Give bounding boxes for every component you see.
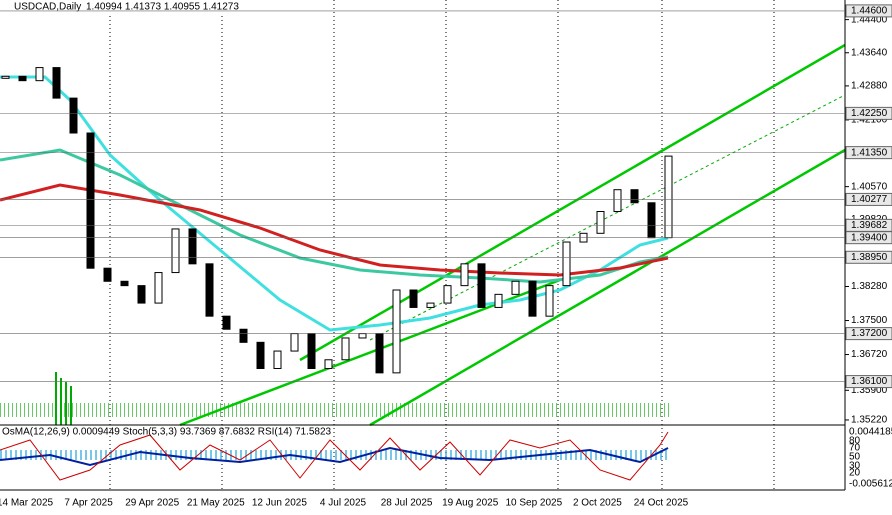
candle bbox=[222, 315, 231, 330]
level-label: 1.37200 bbox=[851, 328, 888, 339]
level-label: 1.39400 bbox=[851, 232, 888, 243]
candle bbox=[613, 189, 622, 213]
channel-lower bbox=[369, 148, 846, 427]
price-label: 1.38280 bbox=[851, 281, 888, 292]
candle bbox=[154, 272, 163, 304]
candle bbox=[511, 280, 520, 295]
candle bbox=[256, 341, 265, 369]
date-label: 21 May 2025 bbox=[187, 498, 245, 509]
header-bg bbox=[0, 0, 230, 14]
date-label: 14 Mar 2025 bbox=[0, 498, 54, 509]
level-label: 1.38950 bbox=[851, 252, 888, 263]
price-label: 1.35900 bbox=[851, 385, 888, 396]
indicator-axis-label: 50 bbox=[849, 452, 861, 463]
ma-mid bbox=[0, 148, 669, 284]
candle bbox=[324, 359, 333, 369]
candle bbox=[69, 97, 78, 134]
level-label: 1.39682 bbox=[851, 220, 888, 231]
channel-mid bbox=[369, 94, 846, 341]
volume bbox=[55, 372, 72, 425]
price-label: 1.43640 bbox=[851, 47, 888, 58]
candle bbox=[86, 132, 95, 269]
price-label: 1.37500 bbox=[851, 315, 888, 326]
candle bbox=[273, 350, 282, 369]
candle bbox=[647, 202, 656, 239]
candle bbox=[137, 285, 146, 304]
candle bbox=[460, 263, 469, 287]
candle bbox=[392, 289, 401, 374]
candle bbox=[18, 75, 27, 82]
date-label: 10 Sep 2025 bbox=[505, 498, 562, 509]
candle bbox=[52, 67, 61, 99]
candle bbox=[205, 263, 214, 317]
candle bbox=[120, 280, 129, 287]
level-box bbox=[845, 192, 892, 206]
candle bbox=[307, 333, 316, 369]
candle bbox=[188, 228, 197, 265]
candle bbox=[375, 333, 384, 374]
indicator-axis-label: -0.005612 bbox=[849, 479, 892, 490]
candle bbox=[545, 285, 554, 317]
date-label: 4 Jul 2025 bbox=[320, 498, 367, 509]
candle bbox=[290, 333, 299, 352]
date-label: 24 Oct 2025 bbox=[634, 498, 689, 509]
level-box bbox=[845, 250, 892, 264]
candle bbox=[103, 267, 112, 282]
level-box bbox=[845, 106, 892, 120]
date-label: 19 Aug 2025 bbox=[442, 498, 499, 509]
indicator-panel bbox=[0, 431, 670, 481]
candle bbox=[630, 189, 639, 204]
indicator-label: OsMA(12,26,9) 0.0009449 Stoch(5,3,3) 93.… bbox=[2, 427, 332, 438]
indicator-axis-label: 20 bbox=[849, 468, 861, 479]
level-box bbox=[845, 375, 892, 389]
candle bbox=[1, 75, 10, 79]
date-label: 29 Apr 2025 bbox=[125, 498, 179, 509]
indicator-axis-label: 30 bbox=[849, 461, 861, 472]
price-label: 1.42100 bbox=[851, 115, 888, 126]
price-label: 1.44400 bbox=[851, 14, 888, 25]
date-label: 12 Jun 2025 bbox=[252, 498, 307, 509]
price-label: 1.40570 bbox=[851, 181, 888, 192]
candle bbox=[443, 285, 452, 304]
price-label: 1.35220 bbox=[851, 415, 888, 426]
candle bbox=[239, 328, 248, 343]
indicator-axis-label: 70 bbox=[849, 443, 861, 454]
date-label: 2 Oct 2025 bbox=[573, 498, 622, 509]
level-box bbox=[845, 146, 892, 160]
candle bbox=[562, 241, 571, 287]
candle bbox=[358, 333, 367, 339]
candle bbox=[494, 293, 503, 308]
candles bbox=[1, 67, 673, 374]
candle bbox=[171, 228, 180, 274]
candle bbox=[341, 337, 350, 361]
date-label: 28 Jul 2025 bbox=[381, 498, 433, 509]
candle bbox=[477, 263, 486, 308]
ohlc: 1.40994 1.41373 1.40955 1.41273 bbox=[86, 2, 239, 13]
level-label: 1.42250 bbox=[851, 108, 888, 119]
channel-upper bbox=[299, 43, 846, 362]
candle bbox=[426, 302, 435, 308]
price-label: 1.42880 bbox=[851, 81, 888, 92]
level-label: 1.40277 bbox=[851, 194, 888, 205]
candle bbox=[35, 67, 44, 82]
indicator-axis-label: 0.0044185 bbox=[849, 427, 892, 438]
level-label: 1.36100 bbox=[851, 376, 888, 387]
candle bbox=[409, 289, 418, 308]
ma-fast bbox=[0, 75, 669, 332]
level-box bbox=[845, 327, 892, 341]
indicator-axis-label: 80 bbox=[849, 436, 861, 447]
level-box bbox=[845, 231, 892, 245]
candle bbox=[596, 211, 605, 234]
level-label: 1.41350 bbox=[851, 147, 888, 158]
price-label: 1.36720 bbox=[851, 349, 888, 360]
level-box bbox=[845, 4, 892, 18]
candle bbox=[528, 280, 537, 317]
date-label: 7 Apr 2025 bbox=[64, 498, 113, 509]
level-label: 1.44600 bbox=[851, 6, 888, 17]
symbol: USDCAD,Daily bbox=[14, 2, 81, 13]
